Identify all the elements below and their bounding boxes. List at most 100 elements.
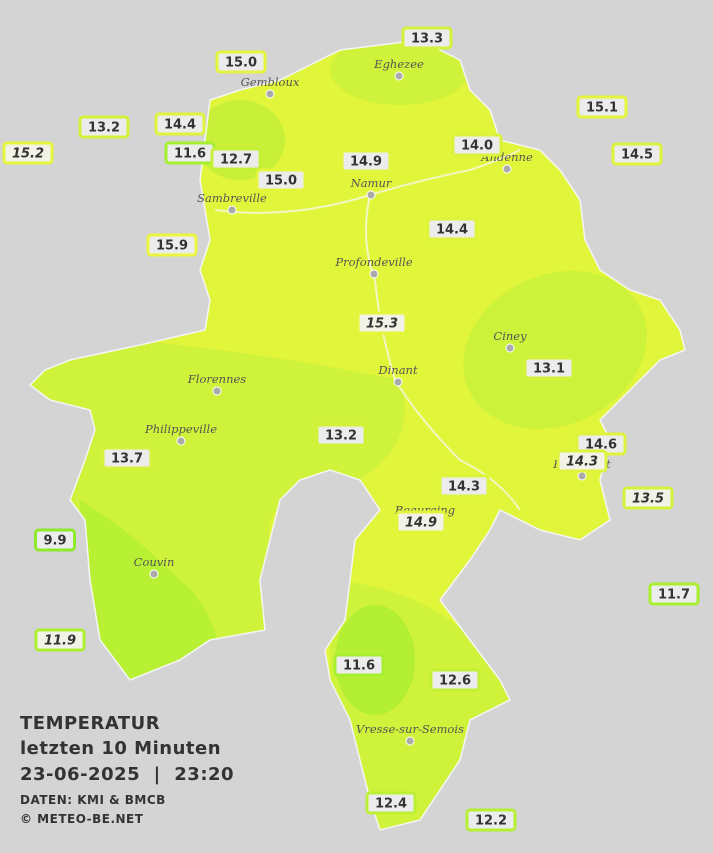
town-dot: [577, 471, 587, 481]
town-name: Couvin: [134, 555, 175, 569]
station: 15.9: [146, 233, 198, 257]
title: TEMPERATUR: [20, 713, 160, 734]
station-value: 11.7: [658, 588, 690, 603]
town-name: Eghezee: [373, 57, 424, 71]
town-dot: [369, 269, 379, 279]
station: 15.0: [255, 168, 307, 192]
station-value: 15.1: [586, 101, 618, 116]
town-dot: [265, 89, 275, 99]
station-value: 15.0: [265, 174, 297, 189]
town-name: Gembloux: [241, 75, 300, 89]
station-box: [210, 147, 262, 171]
stations: 13.3 15.0 15.1 13.2 14.4 15.2 11.6 12.7 14.9 14.0…: [2, 26, 700, 832]
station-value: 13.1: [533, 362, 565, 377]
station: 14.0: [451, 133, 503, 157]
station-box: [611, 142, 663, 166]
station: 13.2: [78, 115, 130, 139]
station: 14.4: [426, 217, 478, 241]
station-value: 13.5: [632, 492, 664, 507]
town-name: Philippeville: [144, 422, 217, 436]
station-value: 14.3: [448, 480, 480, 495]
station-value: 11.6: [174, 147, 206, 162]
station-value: 15.2: [12, 147, 44, 162]
station-value: 14.9: [405, 516, 437, 531]
town-dot: [366, 190, 376, 200]
station-value: 14.4: [164, 118, 196, 133]
station-value: 11.6: [343, 659, 375, 674]
station: 15.3: [356, 311, 408, 335]
station-value: 13.3: [411, 32, 443, 47]
station: 14.9: [395, 510, 447, 534]
town-dot: [405, 736, 415, 746]
town-name: Profondeville: [334, 255, 412, 269]
station-value: 14.5: [621, 148, 653, 163]
station-box: [556, 449, 608, 473]
station: 13.2: [315, 423, 367, 447]
station-box: [356, 311, 408, 335]
town-dot: [394, 71, 404, 81]
station: 13.7: [101, 446, 153, 470]
station-box: [340, 149, 392, 173]
town-dot: [502, 164, 512, 174]
station-box: [451, 133, 503, 157]
station-value: 14.4: [436, 223, 468, 238]
town-dot: [505, 343, 515, 353]
station: 11.9: [34, 628, 86, 652]
station-box: [395, 510, 447, 534]
station: 9.9: [34, 528, 76, 552]
source: DATEN: KMI & BMCB: [20, 793, 166, 807]
station-box: [523, 356, 575, 380]
town-dot: [149, 569, 159, 579]
station: 11.6: [333, 653, 385, 677]
station-box: [648, 582, 700, 606]
station-box: [2, 141, 54, 165]
town-name: Ciney: [493, 329, 527, 343]
station: 11.7: [648, 582, 700, 606]
station-box: [622, 486, 674, 510]
station-value: 13.2: [88, 121, 120, 136]
station-box: [365, 791, 417, 815]
station-box: [426, 217, 478, 241]
station: 15.0: [215, 50, 267, 74]
station: 15.2: [2, 141, 54, 165]
town-dot: [212, 386, 222, 396]
legend-text: TEMPERATUR letzten 10 Minuten 23-06-2025…: [20, 713, 234, 826]
station: 14.3: [556, 449, 608, 473]
station-box: [255, 168, 307, 192]
station: 11.6: [164, 141, 216, 165]
town-name: Florennes: [187, 372, 247, 386]
station-value: 12.7: [220, 153, 252, 168]
town-dot: [227, 205, 237, 215]
station-value: 13.7: [111, 452, 143, 467]
station-value: 14.6: [585, 438, 617, 453]
town-dot: [176, 436, 186, 446]
station: 13.1: [523, 356, 575, 380]
station: 14.4: [154, 112, 206, 136]
station-value: 14.0: [461, 139, 493, 154]
station-box: [34, 628, 86, 652]
station-value: 14.3: [566, 455, 598, 470]
station-box: [429, 668, 481, 692]
station-value: 12.4: [375, 797, 407, 812]
station-value: 12.2: [475, 814, 507, 829]
town-dot: [393, 377, 403, 387]
station-box: [34, 528, 76, 552]
station: 13.3: [401, 26, 453, 50]
station: 14.9: [340, 149, 392, 173]
station-box: [576, 95, 628, 119]
station-box: [438, 474, 490, 498]
town-name: Sambreville: [197, 191, 267, 205]
station: 15.1: [576, 95, 628, 119]
town-name: Namur: [350, 176, 393, 190]
station-value: 15.0: [225, 56, 257, 71]
station-value: 15.3: [366, 317, 398, 332]
subtitle: letzten 10 Minuten: [20, 738, 221, 759]
station-value: 13.2: [325, 429, 357, 444]
station: 12.6: [429, 668, 481, 692]
station-box: [315, 423, 367, 447]
station-value: 15.9: [156, 239, 188, 254]
station-value: 12.6: [439, 674, 471, 689]
town-name: Vresse-sur-Semois: [356, 722, 464, 736]
station-value: 9.9: [43, 534, 66, 549]
